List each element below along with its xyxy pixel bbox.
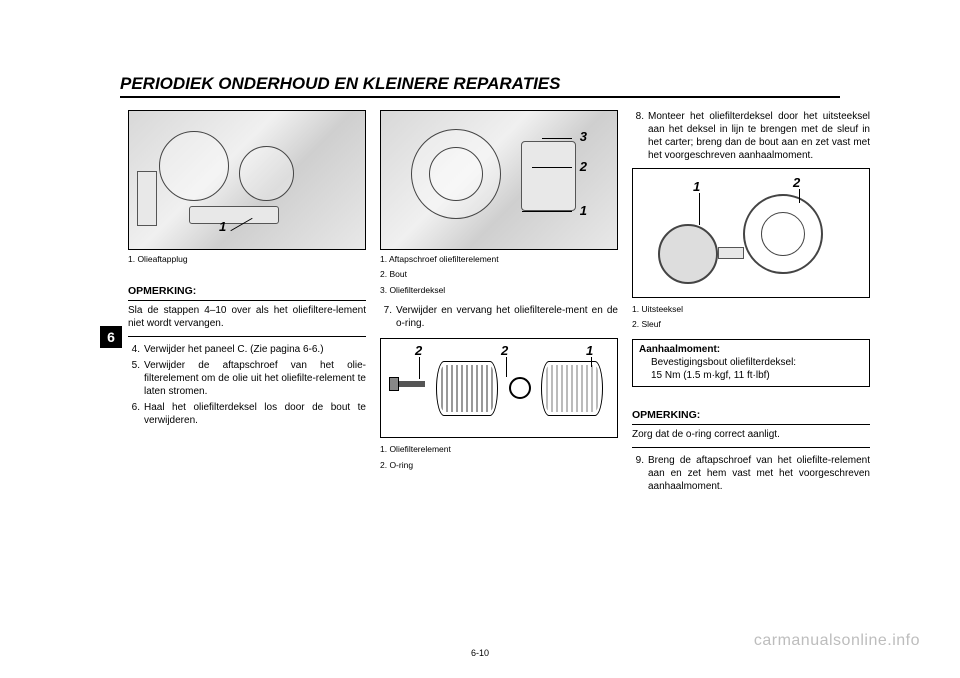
figure-drain-plug: 1 [128, 110, 366, 250]
step-6: 6.Haal het oliefilterdeksel los door de … [128, 401, 366, 427]
caption-filter-2: 2. Bout [380, 269, 618, 280]
torque-label: Bevestigingsbout oliefilterdeksel: [639, 356, 863, 369]
figure-cover-install: 1 2 [632, 168, 870, 298]
figure-filter-cover: 3 2 1 [380, 110, 618, 250]
callout-1: 1 [580, 203, 587, 220]
step-5: 5.Verwijder de aftapschroef van het olie… [128, 359, 366, 398]
step-7-list: 7.Verwijder en vervang het oliefilterele… [380, 304, 618, 330]
torque-heading: Aanhaalmoment: [639, 343, 863, 356]
watermark: carmanualsonline.info [754, 632, 920, 650]
column-3: 8.Monteer het oliefilterdeksel door het … [632, 110, 870, 496]
note-text: Sla de stappen 4–10 over als het oliefil… [128, 304, 366, 330]
caption-filter-1: 1. Aftapschroef oliefilterelement [380, 254, 618, 265]
step-4: 4.Verwijder het paneel C. (Zie pagina 6-… [128, 343, 366, 356]
step-8-list: 8.Monteer het oliefilterdeksel door het … [632, 110, 870, 162]
step-9-list: 9.Breng de aftapschroef van het oliefilt… [632, 454, 870, 493]
step-9: 9.Breng de aftapschroef van het oliefilt… [632, 454, 870, 493]
note-heading-2: OPMERKING: [632, 409, 700, 423]
step-8: 8.Monteer het oliefilterdeksel door het … [632, 110, 870, 162]
callout-3: 3 [580, 129, 587, 146]
torque-spec-box: Aanhaalmoment: Bevestigingsbout oliefilt… [632, 339, 870, 387]
caption-element-1: 1. Oliefilterelement [380, 444, 618, 455]
callout-2b: 2 [501, 343, 508, 360]
steps-4-6: 4.Verwijder het paneel C. (Zie pagina 6-… [128, 343, 366, 427]
caption-drain-plug: 1. Olieaftapplug [128, 254, 366, 265]
manual-page: PERIODIEK ONDERHOUD EN KLEINERE REPARATI… [0, 0, 960, 678]
torque-value: 15 Nm (1.5 m·kgf, 11 ft·lbf) [639, 369, 863, 382]
caption-element-2: 2. O-ring [380, 460, 618, 471]
page-title: PERIODIEK ONDERHOUD EN KLEINERE REPARATI… [120, 74, 840, 98]
callout-2: 2 [580, 159, 587, 176]
note-heading: OPMERKING: [128, 285, 196, 299]
callout-1b: 1 [586, 343, 593, 360]
chapter-tab: 6 [100, 326, 122, 348]
column-2: 3 2 1 1. Aftapschroef oliefilterelement … [380, 110, 618, 471]
callout-1: 1 [219, 219, 226, 236]
caption-filter-3: 3. Oliefilterdeksel [380, 285, 618, 296]
column-1: 1 1. Olieaftapplug OPMERKING: Sla de sta… [128, 110, 366, 430]
figure-filter-element: 2 2 1 [380, 338, 618, 438]
note-text-2: Zorg dat de o-ring correct aanligt. [632, 428, 870, 441]
step-7: 7.Verwijder en vervang het oliefilterele… [380, 304, 618, 330]
caption-d2: 2. Sleuf [632, 319, 870, 330]
caption-d1: 1. Uitsteeksel [632, 304, 870, 315]
